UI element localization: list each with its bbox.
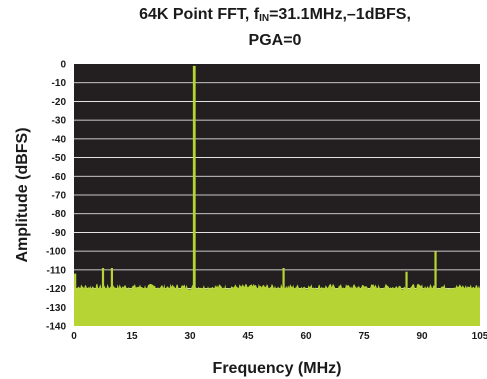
spur-line <box>74 273 77 326</box>
fundamental-tone <box>192 65 196 326</box>
y-tick-label: -70 <box>52 191 67 202</box>
x-tick-label: 15 <box>126 331 138 342</box>
y-tick-labels: 0 -10 -20 -30 -40 -50 -60 -70 -80 -90 -100 -110 -120… <box>46 60 66 333</box>
y-tick-label: -30 <box>52 116 67 127</box>
noise-floor-area <box>74 283 480 326</box>
y-tick-label: -20 <box>52 97 67 108</box>
x-tick-label: 60 <box>300 331 312 342</box>
y-tick-label: -90 <box>52 228 67 239</box>
spur-line <box>110 267 113 326</box>
x-axis-label: Frequency (MHz) <box>213 360 342 377</box>
grid-lines <box>74 82 480 308</box>
spur-line <box>282 267 285 326</box>
x-tick-label: 30 <box>184 331 196 342</box>
y-tick-label: -80 <box>52 209 67 220</box>
x-tick-label: 90 <box>416 331 428 342</box>
y-tick-label: -50 <box>52 153 67 164</box>
x-tick-labels: 0 15 30 45 60 75 90 105 <box>71 331 487 342</box>
spur-line <box>405 271 408 326</box>
y-tick-label: -130 <box>46 303 66 314</box>
x-tick-label: 0 <box>71 331 77 342</box>
y-tick-label: -60 <box>52 172 67 183</box>
y-tick-label: -110 <box>47 265 67 276</box>
y-tick-label: -140 <box>46 322 66 333</box>
spur-lines <box>74 65 437 326</box>
x-tick-label: 105 <box>472 331 487 342</box>
spur-line <box>434 251 437 326</box>
y-tick-label: -100 <box>46 247 66 258</box>
y-axis-label: Amplitude (dBFS) <box>14 127 31 262</box>
y-tick-label: 0 <box>60 60 66 71</box>
chart-title-line-2: PGA=0 <box>248 32 302 49</box>
y-tick-label: -120 <box>46 284 66 295</box>
y-tick-label: -10 <box>52 78 67 89</box>
x-tick-label: 75 <box>358 331 370 342</box>
y-tick-label: -40 <box>52 134 67 145</box>
x-tick-label: 45 <box>242 331 254 342</box>
chart-title: 64K Point FFT, fIN=31.1MHz,–1dBFS, PGA=0 <box>60 4 487 52</box>
spur-line <box>101 267 105 326</box>
chart-title-line-1: 64K Point FFT, fIN=31.1MHz,–1dBFS, <box>139 6 411 24</box>
